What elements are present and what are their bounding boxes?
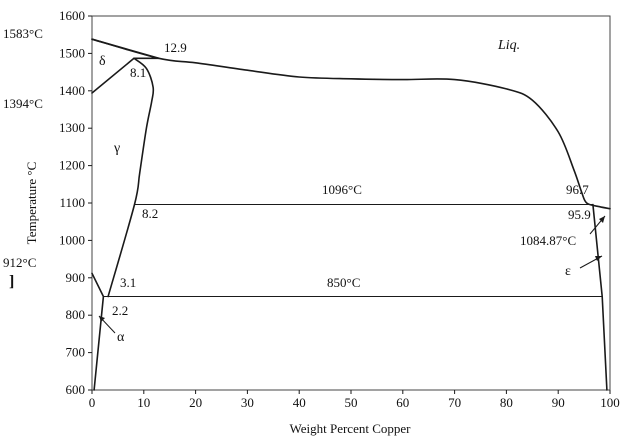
x-tick-label: 70 bbox=[448, 395, 461, 410]
plot-area-border bbox=[91, 15, 611, 391]
y-tick-label: 1500 bbox=[59, 45, 85, 60]
comp-label-96-7: 96.7 bbox=[566, 182, 589, 197]
x-tick-label: 10 bbox=[137, 395, 150, 410]
left-bracket-mark: ] bbox=[9, 273, 14, 290]
phase-boundaries bbox=[91, 38, 611, 391]
epsilon-solvus-curve bbox=[592, 203, 608, 391]
liquidus-curve bbox=[91, 38, 611, 210]
x-tick-label: 100 bbox=[600, 395, 620, 410]
x-tick-label: 30 bbox=[241, 395, 254, 410]
liquid-label: Liq. bbox=[497, 38, 520, 53]
y-tick-label: 800 bbox=[66, 307, 86, 322]
epsilon-label: ε bbox=[565, 264, 571, 279]
temp-label-peritectic: 1096°C bbox=[322, 182, 362, 197]
comp-label-8-2: 8.2 bbox=[142, 206, 158, 221]
delta-region-boundary bbox=[91, 38, 160, 94]
comp-label-3-1: 3.1 bbox=[120, 275, 136, 290]
temp-label-alpha-gamma: 912°C bbox=[3, 255, 36, 270]
temp-label-cu-melting: 1084.87°C bbox=[520, 233, 576, 248]
alpha-gamma-boundary bbox=[91, 272, 105, 391]
y-tick-label: 1600 bbox=[59, 8, 85, 23]
delta-label: δ bbox=[99, 54, 106, 69]
x-axis-label: Weight Percent Copper bbox=[290, 421, 412, 436]
alpha-label: α bbox=[117, 330, 125, 345]
y-tick-label: 1100 bbox=[59, 195, 85, 210]
x-tick-label: 50 bbox=[345, 395, 358, 410]
comp-label-12-9: 12.9 bbox=[164, 40, 187, 55]
x-tick-label: 80 bbox=[500, 395, 513, 410]
plot-frame bbox=[91, 15, 611, 391]
x-tick-label: 90 bbox=[552, 395, 565, 410]
temp-label-delta-gamma: 1394°C bbox=[3, 96, 43, 111]
temp-label-eutectoid: 850°C bbox=[327, 275, 360, 290]
gamma-solvus-curve bbox=[107, 57, 155, 298]
y-tick-label: 1300 bbox=[59, 120, 85, 135]
x-tick-label: 20 bbox=[189, 395, 202, 410]
y-tick-label: 1400 bbox=[59, 83, 85, 98]
x-tick-label: 40 bbox=[293, 395, 306, 410]
axis-ticks: 0 10 20 30 40 50 60 70 80 90 100 600 700 800 900 1000 11… bbox=[59, 8, 620, 410]
gamma-label: γ bbox=[113, 141, 120, 156]
comp-label-8-1: 8.1 bbox=[130, 65, 146, 80]
y-tick-label: 700 bbox=[66, 345, 86, 360]
temp-label-fe-melting: 1583°C bbox=[3, 26, 43, 41]
y-tick-label: 1000 bbox=[59, 232, 85, 247]
y-axis-label: Temperature °C bbox=[24, 162, 39, 245]
cu-melting-arrow bbox=[589, 215, 606, 235]
y-tick-label: 900 bbox=[66, 270, 86, 285]
alpha-arrow bbox=[98, 315, 116, 334]
y-tick-label: 1200 bbox=[59, 158, 85, 173]
comp-label-95-9: 95.9 bbox=[568, 207, 591, 222]
x-tick-label: 0 bbox=[89, 395, 96, 410]
epsilon-arrow bbox=[579, 255, 603, 269]
x-tick-label: 60 bbox=[396, 395, 409, 410]
comp-label-2-2: 2.2 bbox=[112, 303, 128, 318]
y-tick-label: 600 bbox=[66, 382, 86, 397]
